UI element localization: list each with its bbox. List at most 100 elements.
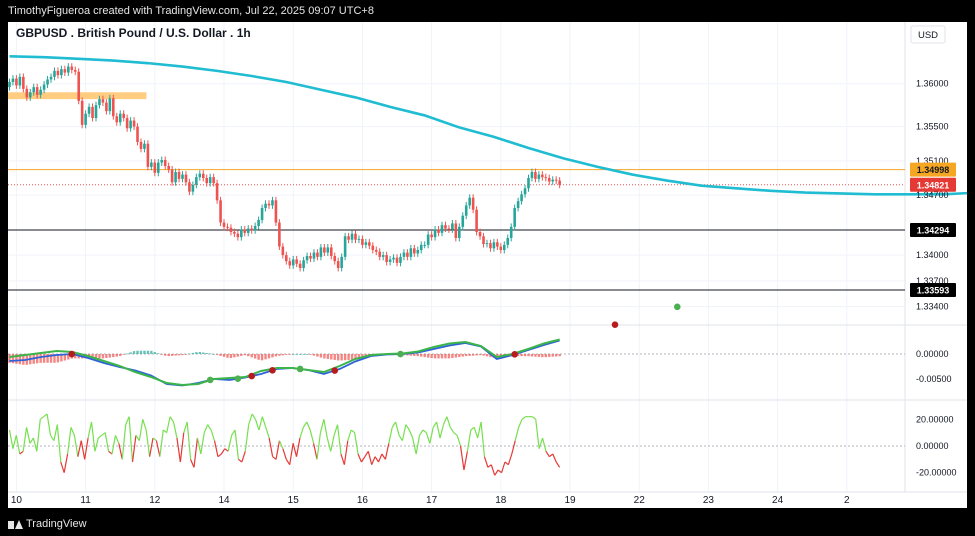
macd-histogram-bar [264, 354, 267, 360]
macd-axis[interactable]: 0.00000 -0.00500 [916, 349, 952, 384]
tradingview-brand[interactable]: TradingView [8, 512, 87, 536]
support-zone[interactable] [8, 92, 147, 100]
macd-histogram-bar [101, 354, 105, 359]
osc-segment [535, 419, 540, 449]
candle-body [274, 200, 278, 223]
osc-segment [53, 424, 58, 441]
candle-body [426, 234, 430, 245]
macd-histogram-bar [333, 354, 336, 360]
osc-segment [456, 435, 462, 447]
osc-segment [261, 416, 267, 428]
candle-body [499, 246, 503, 250]
macd-histogram-bar [132, 351, 136, 354]
candle-body [478, 232, 482, 237]
osc-segment [43, 413, 48, 418]
macd-pane [8, 303, 905, 387]
osc-segment [32, 437, 38, 452]
oscillator-axis[interactable]: 20.00000 0.00000 -20.00000 [916, 414, 957, 477]
macd-cross-marker [269, 367, 276, 374]
macd-histogram-bar [198, 352, 201, 354]
candle-body [371, 245, 375, 250]
macd-histogram-bar [527, 354, 530, 357]
osc-segment [367, 451, 373, 465]
chart-svg[interactable]: GBPUSD . British Pound / U.S. Dollar . 1… [8, 22, 975, 508]
osc-segment [343, 440, 349, 465]
osc-segment [104, 432, 110, 452]
osc-segment [432, 421, 438, 428]
macd-histogram-bar [523, 354, 527, 357]
osc-segment [142, 419, 147, 431]
candle-body [461, 215, 465, 227]
macd-histogram-bar [305, 354, 309, 355]
time-tick-label: 19 [564, 495, 576, 506]
osc-segment [87, 421, 93, 439]
macd-histogram-bar [447, 354, 451, 359]
candle-body [520, 194, 523, 202]
candle-body [454, 223, 458, 238]
osc-segment [66, 427, 72, 455]
osc-segment [155, 440, 161, 457]
candle-body [343, 236, 347, 257]
macd-histogram-bar [281, 354, 285, 356]
candle-body [49, 76, 53, 80]
candle-body [444, 225, 447, 229]
currency-button[interactable]: USD [910, 25, 946, 44]
macd-histogram-bar [541, 354, 544, 358]
macd-histogram-bar [423, 354, 426, 358]
macd-histogram-bar [15, 354, 18, 364]
osc-segment [316, 432, 322, 460]
macd-histogram-bar [98, 354, 101, 359]
candle-body [125, 118, 129, 129]
osc-segment [213, 440, 219, 457]
attribution-text: TimothyFigueroa created with TradingView… [8, 5, 374, 17]
candle-body [115, 116, 119, 123]
candle-body [177, 172, 181, 179]
osc-segment [15, 435, 21, 455]
macd-histogram-bar [465, 354, 468, 357]
macd-histogram-bar [250, 354, 253, 358]
macd-histogram-bar [153, 352, 157, 354]
macd-histogram-bar [558, 354, 561, 357]
macd-histogram-bar [530, 354, 534, 357]
macd-histogram-bar [129, 352, 132, 354]
osc-segment [507, 453, 513, 465]
osc-segment [63, 453, 69, 473]
time-axis[interactable]: 10 11 12 14 15 16 17 18 19 22 23 24 2 [11, 495, 850, 506]
candle-body [544, 177, 548, 179]
tradingview-logo-icon [8, 519, 23, 529]
osc-segment [128, 416, 134, 463]
candle-body [364, 242, 368, 245]
candle-body [305, 256, 309, 261]
candle-body [160, 160, 164, 163]
candle-body [354, 233, 357, 240]
candle-body [374, 250, 378, 252]
macd-histogram-bar [316, 354, 319, 357]
candle-body [73, 70, 77, 72]
macd-histogram-bar [330, 354, 333, 360]
osc-segment [36, 419, 41, 452]
macd-histogram-bar [516, 354, 520, 357]
osc-segment [381, 453, 386, 460]
macd-histogram-bar [440, 354, 444, 359]
osc-segment [340, 453, 345, 465]
osc-segment [265, 427, 270, 439]
candle-body [11, 78, 15, 82]
candle-body [291, 259, 295, 266]
macd-histogram-bar [94, 354, 98, 359]
osc-segment [549, 453, 554, 458]
macd-histogram-bar [475, 354, 478, 356]
candle-body [25, 88, 29, 98]
chart-container[interactable]: GBPUSD . British Pound / U.S. Dollar . 1… [8, 22, 975, 508]
macd-cross-marker [511, 351, 518, 358]
macd-histogram-bar [319, 354, 323, 358]
moving-average [9, 54, 975, 196]
price-axis[interactable]: 1.36000 1.35500 1.35100 1.34700 1.34000 1.337… [916, 79, 949, 312]
candle-body [139, 142, 143, 149]
currency-label: USD [918, 30, 938, 41]
osc-segment [384, 443, 390, 460]
macd-histogram-bar [406, 354, 409, 356]
osc-segment [8, 429, 14, 449]
candle-body [219, 200, 222, 223]
osc-segment [350, 429, 355, 434]
